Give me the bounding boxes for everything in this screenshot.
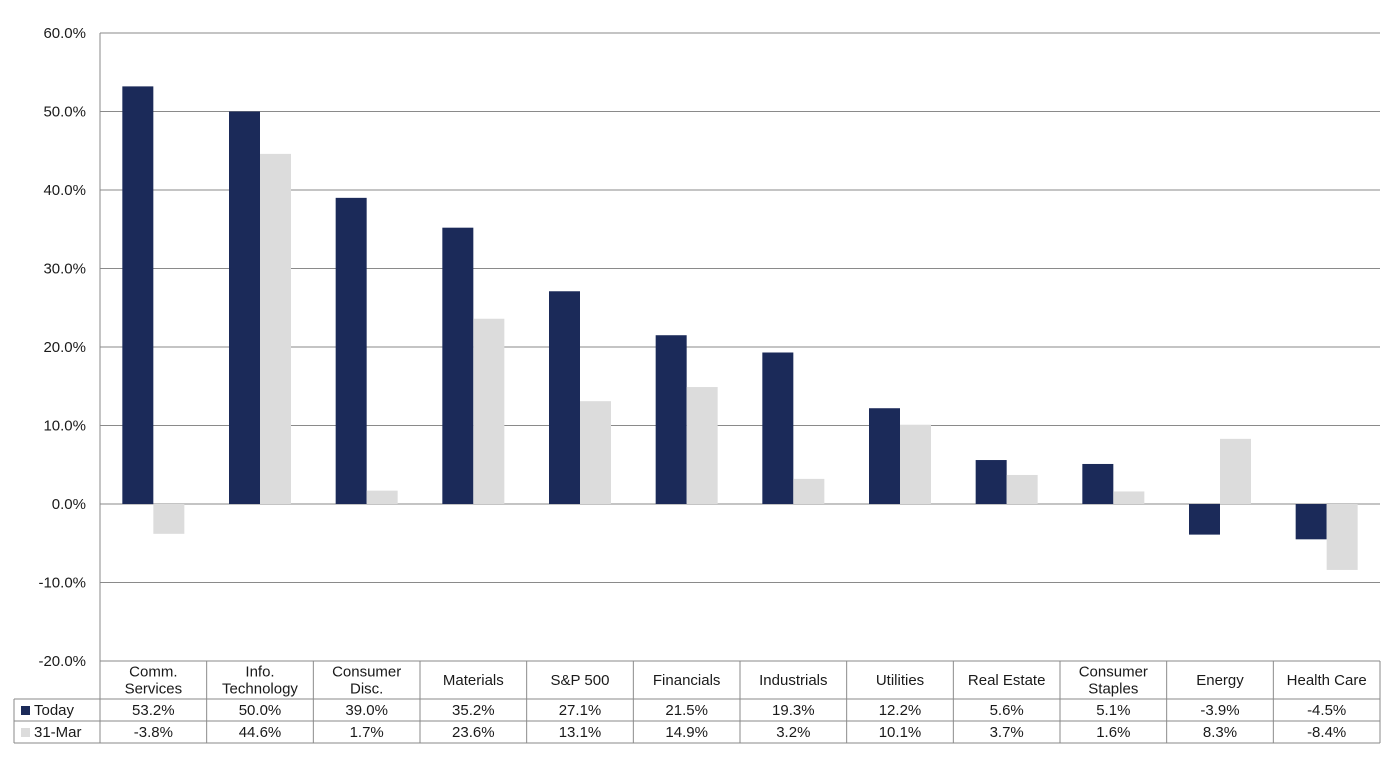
y-tick-label: 40.0%: [43, 182, 86, 199]
bar-today: [1189, 504, 1220, 535]
bar-31-mar: [580, 401, 611, 504]
bar-31-mar: [793, 478, 825, 504]
data-label: 10.1%: [879, 724, 922, 741]
data-label: 44.6%: [239, 724, 282, 741]
y-tick-label: 30.0%: [43, 261, 86, 278]
bar-31-mar: [153, 504, 185, 534]
category-label: Consumer: [1079, 664, 1148, 681]
bar-today: [762, 352, 794, 504]
category-label: Technology: [222, 681, 298, 698]
gridlines: [99, 32, 1380, 662]
bar-today: [229, 111, 260, 504]
legend-label: Today: [34, 702, 75, 719]
bar-today: [549, 291, 580, 504]
data-label: 39.0%: [345, 702, 388, 719]
bars: [122, 86, 1358, 570]
bar-31-mar: [366, 490, 398, 504]
category-label: Disc.: [350, 681, 383, 698]
y-tick-label: 20.0%: [43, 339, 86, 356]
category-label: S&P 500: [551, 672, 610, 689]
category-label: Services: [125, 681, 183, 698]
bar-31-mar: [1326, 504, 1358, 570]
y-tick-label: -10.0%: [38, 575, 86, 592]
data-label: 35.2%: [452, 702, 495, 719]
category-label: Info.: [245, 664, 274, 681]
data-label: 53.2%: [132, 702, 175, 719]
legend-label: 31-Mar: [34, 724, 82, 741]
bar-today: [122, 86, 154, 504]
data-label: -3.8%: [134, 724, 173, 741]
y-tick-label: 0.0%: [52, 496, 86, 513]
y-axis: -20.0% -10.0% 0.0% 10.0% 20.0% 30.0% 40.0% 50.0…: [38, 25, 86, 670]
y-tick-label: 60.0%: [43, 25, 86, 42]
bar-today: [1295, 504, 1327, 540]
data-label: -3.9%: [1200, 702, 1239, 719]
data-table: Comm.ServicesInfo.TechnologyConsumerDisc…: [13, 660, 1381, 744]
bar-today: [1082, 463, 1114, 504]
bar-today: [655, 335, 687, 504]
data-label: 5.1%: [1096, 702, 1130, 719]
category-label: Energy: [1196, 672, 1244, 689]
data-label: 13.1%: [559, 724, 602, 741]
bar-today: [869, 408, 900, 504]
legend-swatch: [21, 706, 30, 715]
data-label: 23.6%: [452, 724, 495, 741]
data-label: 3.2%: [776, 724, 810, 741]
category-label: Financials: [653, 672, 721, 689]
category-label: Staples: [1088, 681, 1138, 698]
category-label: Industrials: [759, 672, 827, 689]
bar-31-mar: [260, 153, 291, 504]
data-label: 50.0%: [239, 702, 282, 719]
data-label: 14.9%: [665, 724, 708, 741]
bar-31-mar: [473, 318, 505, 504]
data-label: 21.5%: [665, 702, 708, 719]
y-tick-label: 50.0%: [43, 104, 86, 121]
category-label: Materials: [443, 672, 504, 689]
data-label: 12.2%: [879, 702, 922, 719]
y-tick-label: -20.0%: [38, 653, 86, 670]
category-label: Utilities: [876, 672, 924, 689]
bar-31-mar: [1220, 438, 1251, 504]
category-label: Comm.: [129, 664, 177, 681]
bar-today: [335, 197, 367, 504]
data-label: -8.4%: [1307, 724, 1346, 741]
bar-today: [442, 227, 474, 504]
data-label: 3.7%: [990, 724, 1024, 741]
data-label: 8.3%: [1203, 724, 1237, 741]
category-label: Real Estate: [968, 672, 1046, 689]
bar-today: [975, 460, 1007, 504]
data-label: 19.3%: [772, 702, 815, 719]
legend-swatch: [21, 728, 30, 737]
data-label: 1.7%: [350, 724, 384, 741]
data-label: 27.1%: [559, 702, 602, 719]
category-label: Consumer: [332, 664, 401, 681]
bar-31-mar: [1006, 474, 1038, 504]
bar-31-mar: [1113, 491, 1145, 504]
data-label: -4.5%: [1307, 702, 1346, 719]
y-tick-label: 10.0%: [43, 418, 86, 435]
bar-31-mar: [686, 387, 718, 504]
category-label: Health Care: [1287, 672, 1367, 689]
bar-31-mar: [900, 424, 931, 504]
data-label: 1.6%: [1096, 724, 1130, 741]
data-label: 5.6%: [990, 702, 1024, 719]
